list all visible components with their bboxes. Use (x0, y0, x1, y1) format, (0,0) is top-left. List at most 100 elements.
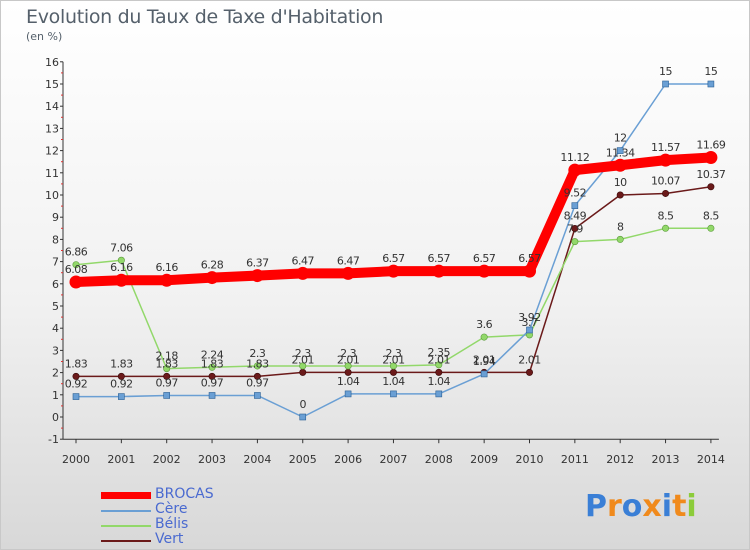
legend-label-belis: Bélis (155, 516, 189, 532)
point-vert (253, 372, 261, 380)
data-label-belis: 8.5 (703, 209, 719, 222)
data-label-vert: 2.01 (292, 353, 315, 366)
data-label-brocas: 6.08 (65, 263, 88, 276)
point-cere (118, 393, 125, 400)
point-cere (480, 370, 488, 378)
x-tick-label: 2000 (62, 453, 90, 466)
point-brocas (386, 264, 400, 278)
x-tick-label: 2008 (425, 453, 453, 466)
y-tick-label: 12 (45, 145, 59, 158)
point-vert (616, 191, 624, 199)
data-label-brocas: 11.12 (560, 151, 589, 164)
point-brocas (568, 163, 582, 177)
point-brocas (296, 266, 310, 280)
data-label-cere: 1.94 (473, 355, 496, 368)
point-vert (707, 183, 715, 191)
data-label-cere: 0.92 (65, 378, 88, 391)
data-label-belis: 2.3 (295, 347, 311, 360)
point-brocas (114, 273, 128, 287)
x-tick-label: 2009 (470, 453, 498, 466)
point-vert (662, 189, 670, 197)
x-tick-label: 2013 (652, 453, 680, 466)
data-label-belis: 8 (617, 220, 624, 233)
point-vert (208, 372, 216, 380)
point-belis (389, 362, 397, 370)
data-label-belis: 3.6 (476, 318, 492, 331)
data-label-cere: 0.97 (155, 376, 178, 389)
data-label-vert: 8.49 (564, 210, 587, 223)
data-label-cere: 12 (614, 132, 627, 145)
data-label-brocas: 6.47 (292, 254, 315, 267)
data-label-cere: 1.04 (382, 375, 405, 388)
y-tick-label: 3 (52, 344, 59, 357)
point-cere (616, 147, 624, 154)
logo-letter: r (607, 489, 622, 524)
legend-label-cere: Cère (155, 501, 188, 517)
point-vert (299, 368, 307, 376)
data-label-vert: 1.83 (110, 357, 133, 370)
data-label-belis: 2.3 (249, 347, 265, 360)
point-vert (163, 372, 171, 380)
x-tick-label: 2002 (153, 453, 181, 466)
data-label-vert: 2.01 (518, 353, 541, 366)
data-label-cere: 15 (704, 65, 717, 78)
proxiti-logo: Proxiti (585, 489, 697, 524)
y-tick-label: 0 (52, 411, 59, 424)
x-tick-label: 2012 (606, 453, 634, 466)
point-cere (208, 392, 216, 399)
data-label-brocas: 6.37 (246, 257, 269, 270)
point-cere (72, 393, 80, 400)
y-tick-label: 15 (45, 78, 59, 91)
data-label-brocas: 6.57 (382, 252, 405, 265)
point-belis (299, 362, 307, 370)
data-label-belis: 2.3 (385, 347, 401, 360)
legend-label-brocas: BROCAS (155, 486, 214, 502)
x-tick-label: 2014 (697, 453, 725, 466)
y-tick-label: 4 (52, 322, 59, 335)
data-label-vert: 10 (614, 176, 627, 189)
point-cere (571, 202, 579, 209)
data-label-belis: 7.9 (567, 223, 583, 236)
data-label-brocas: 11.57 (651, 141, 680, 154)
data-label-vert: 2.01 (382, 353, 405, 366)
point-belis (208, 363, 216, 371)
y-tick-label: 16 (45, 56, 59, 69)
data-label-belis: 3.7 (522, 316, 538, 329)
point-vert (435, 368, 443, 376)
point-brocas (69, 275, 83, 289)
y-tick-label: 9 (52, 211, 59, 224)
data-labels: 6.08 6.16 6.16 6.28 6.37 6.47 6.47 6.57 6.57 6.57… (65, 65, 727, 411)
point-cere (662, 80, 669, 88)
data-label-belis: 8.5 (658, 209, 674, 222)
point-cere (163, 392, 170, 399)
y-tick-label: 8 (52, 233, 59, 246)
y-tick-label: 13 (45, 122, 59, 135)
point-belis (616, 235, 624, 243)
point-belis (253, 362, 261, 370)
data-label-cere: 1.04 (428, 375, 451, 388)
data-label-vert: 10.37 (696, 168, 725, 181)
point-cere (299, 413, 307, 421)
point-brocas (477, 264, 491, 278)
point-belis (707, 224, 715, 232)
point-brocas (523, 264, 536, 278)
point-vert (525, 368, 533, 376)
x-tick-label: 2005 (289, 453, 317, 466)
data-label-brocas: 11.69 (696, 138, 725, 151)
data-label-brocas: 6.57 (473, 252, 496, 265)
y-tick-label: 10 (45, 189, 59, 202)
logo-letter: i (686, 489, 697, 524)
x-tick-label: 2004 (243, 453, 271, 466)
x-tick-label: 2010 (516, 453, 544, 466)
data-label-vert: 1.83 (246, 357, 269, 370)
data-label-belis: 2.24 (201, 348, 224, 361)
point-belis (117, 256, 125, 264)
point-brocas (250, 269, 264, 283)
data-label-vert: 1.83 (201, 357, 224, 370)
point-brocas (160, 273, 174, 287)
series-layer (69, 80, 718, 421)
x-tick-label: 2006 (334, 453, 362, 466)
data-label-vert: 2.01 (428, 353, 451, 366)
